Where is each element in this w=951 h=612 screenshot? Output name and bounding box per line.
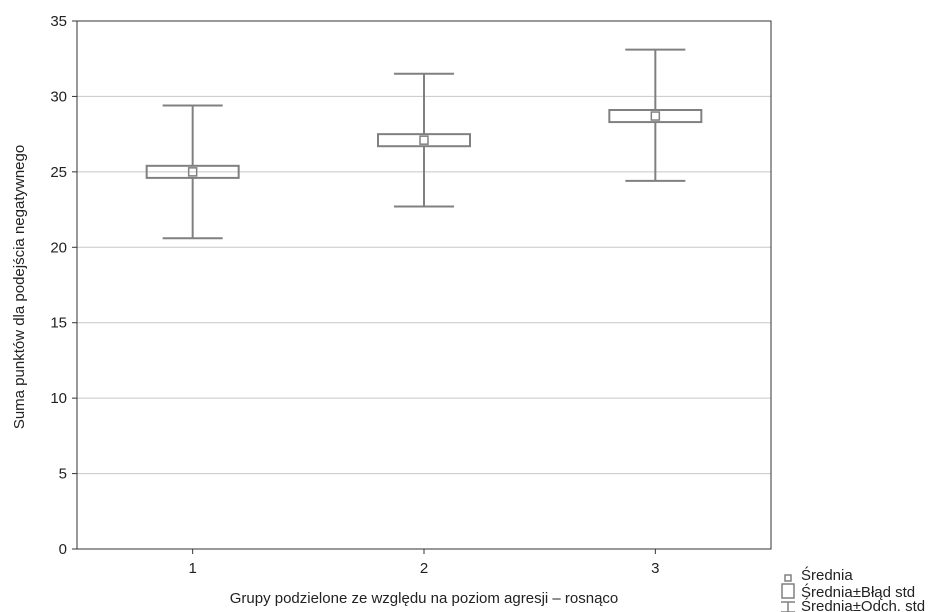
se-box: [608, 109, 703, 124]
box-group-3: [608, 48, 703, 182]
y-tick-label: 25: [50, 164, 67, 181]
legend-mean-label: Średnia: [801, 566, 853, 584]
legend-sd-label: Średnia±Odch. std: [801, 597, 925, 612]
y-tick-label: 30: [50, 88, 67, 105]
y-axis-label: Suma punktów dla podejścia negatywnego: [11, 145, 28, 429]
box-group-2: [377, 72, 471, 208]
y-tick-label: 20: [50, 239, 67, 256]
x-tick-label: 1: [188, 560, 196, 577]
x-tick-label: 3: [651, 560, 659, 577]
mean-marker: [650, 111, 661, 121]
se-box: [377, 133, 471, 148]
legend-sd-symbol: [781, 601, 795, 612]
box-group-1: [145, 104, 240, 240]
x-axis: 1 2 3: [188, 549, 660, 577]
legend-se-label: Średnia±Błąd std: [801, 583, 915, 601]
y-tick-label: 10: [50, 390, 67, 407]
y-tick-label: 0: [59, 541, 67, 558]
legend-mean-symbol: [784, 574, 792, 582]
mean-marker: [187, 167, 198, 177]
x-tick-label: 2: [420, 560, 428, 577]
y-tick-label: 5: [59, 466, 67, 483]
mean-marker: [419, 135, 429, 145]
chart-marks: [145, 48, 703, 240]
se-box: [145, 164, 240, 179]
x-axis-label: Grupy podzielone ze względu na poziom ag…: [230, 590, 619, 607]
legend: Średnia Średnia±Błąd std Średnia±Odch. s…: [781, 566, 925, 612]
y-axis: 0 5 10 15 20 25 30 35: [50, 13, 77, 558]
y-tick-label: 15: [50, 315, 67, 332]
legend-se-symbol: [781, 583, 795, 599]
y-tick-label: 35: [50, 13, 67, 30]
